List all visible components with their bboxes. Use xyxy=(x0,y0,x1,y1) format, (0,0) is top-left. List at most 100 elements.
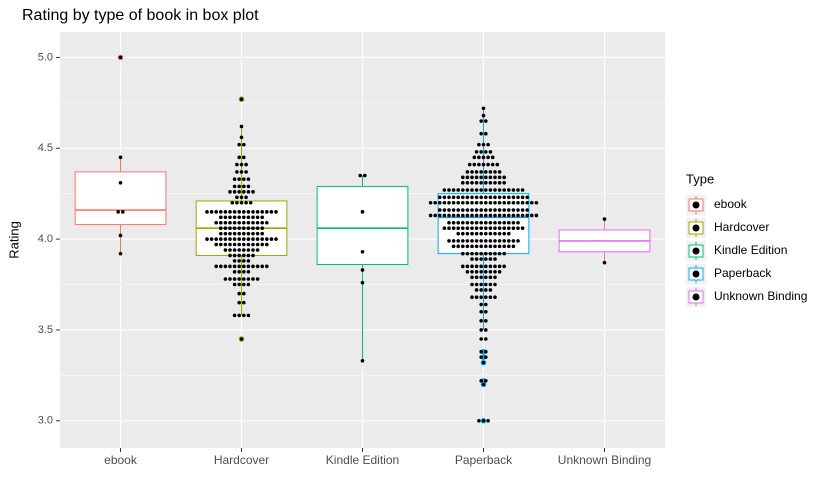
legend-label: Paperback xyxy=(714,266,772,280)
dot xyxy=(219,210,223,214)
dot xyxy=(484,131,488,136)
dot xyxy=(493,200,497,205)
dot xyxy=(497,213,502,218)
dot xyxy=(242,184,246,189)
dot xyxy=(246,177,251,181)
dot xyxy=(232,259,237,263)
dot xyxy=(246,264,251,269)
dot xyxy=(497,226,502,230)
dot xyxy=(511,226,516,230)
dot xyxy=(474,180,479,185)
dot xyxy=(488,226,493,230)
dot xyxy=(461,264,465,269)
dot xyxy=(525,200,529,205)
dot xyxy=(223,248,228,252)
dot xyxy=(232,277,237,281)
dot xyxy=(228,210,232,214)
dot xyxy=(484,355,488,359)
dot xyxy=(525,213,529,218)
dot xyxy=(251,242,255,247)
dot xyxy=(451,208,456,212)
dot xyxy=(232,248,237,252)
dot xyxy=(360,359,365,363)
dot xyxy=(465,208,470,212)
dot xyxy=(456,226,461,230)
legend-key-dot xyxy=(692,247,700,255)
dot xyxy=(484,378,488,383)
dot xyxy=(242,220,246,225)
dot xyxy=(251,210,255,214)
dot xyxy=(237,242,241,247)
dot xyxy=(472,155,477,160)
dot xyxy=(239,124,244,129)
dot xyxy=(465,231,470,236)
dot xyxy=(479,213,484,218)
dot xyxy=(438,208,442,212)
dot xyxy=(228,237,232,241)
dot xyxy=(246,277,251,281)
dot xyxy=(442,188,447,192)
dot xyxy=(474,239,479,243)
dot xyxy=(237,184,241,189)
dot xyxy=(242,291,246,296)
dot xyxy=(479,150,484,154)
dot xyxy=(479,170,484,174)
dot xyxy=(237,300,241,305)
dot xyxy=(497,195,502,200)
dot xyxy=(484,220,488,225)
dot xyxy=(433,200,438,205)
dot xyxy=(479,239,484,243)
dot xyxy=(465,244,470,249)
dot xyxy=(223,264,228,269)
x-tick-label: ebook xyxy=(104,453,138,467)
dot xyxy=(474,269,479,274)
dot xyxy=(237,291,241,296)
dot xyxy=(495,162,500,167)
dot xyxy=(237,215,241,220)
dot xyxy=(428,213,433,218)
dot xyxy=(479,264,484,269)
dot xyxy=(502,180,507,185)
dot xyxy=(228,190,232,194)
dot xyxy=(118,251,123,256)
dot xyxy=(516,213,520,218)
dot xyxy=(507,226,511,230)
x-tick-label: Unknown Binding xyxy=(558,453,651,467)
dot xyxy=(360,268,365,272)
dot xyxy=(465,180,470,185)
dot xyxy=(493,220,497,225)
dot xyxy=(235,195,239,200)
dot xyxy=(228,215,232,220)
dot xyxy=(479,319,484,323)
dot xyxy=(237,220,241,225)
dot xyxy=(516,188,520,192)
dot xyxy=(255,215,260,220)
dot xyxy=(516,200,520,205)
dot xyxy=(246,190,251,194)
dot xyxy=(433,213,438,218)
dot xyxy=(237,155,241,160)
dot xyxy=(232,220,237,225)
dot xyxy=(465,188,470,192)
dot xyxy=(447,213,451,218)
dot xyxy=(502,195,507,200)
dot xyxy=(479,349,484,354)
dot xyxy=(235,170,239,174)
y-tick-label: 4.5 xyxy=(38,142,53,154)
dot xyxy=(470,188,474,192)
dot xyxy=(502,188,507,192)
dot xyxy=(242,313,246,318)
dot xyxy=(525,208,529,212)
dot xyxy=(465,175,470,180)
dot xyxy=(451,188,456,192)
dot xyxy=(481,418,486,423)
dot xyxy=(497,188,502,192)
dot xyxy=(237,237,241,241)
dot xyxy=(255,220,260,225)
dot xyxy=(493,231,497,236)
dot xyxy=(219,242,223,247)
dot xyxy=(507,200,511,205)
dot xyxy=(442,208,447,212)
dot xyxy=(456,200,461,205)
dot xyxy=(481,106,486,111)
